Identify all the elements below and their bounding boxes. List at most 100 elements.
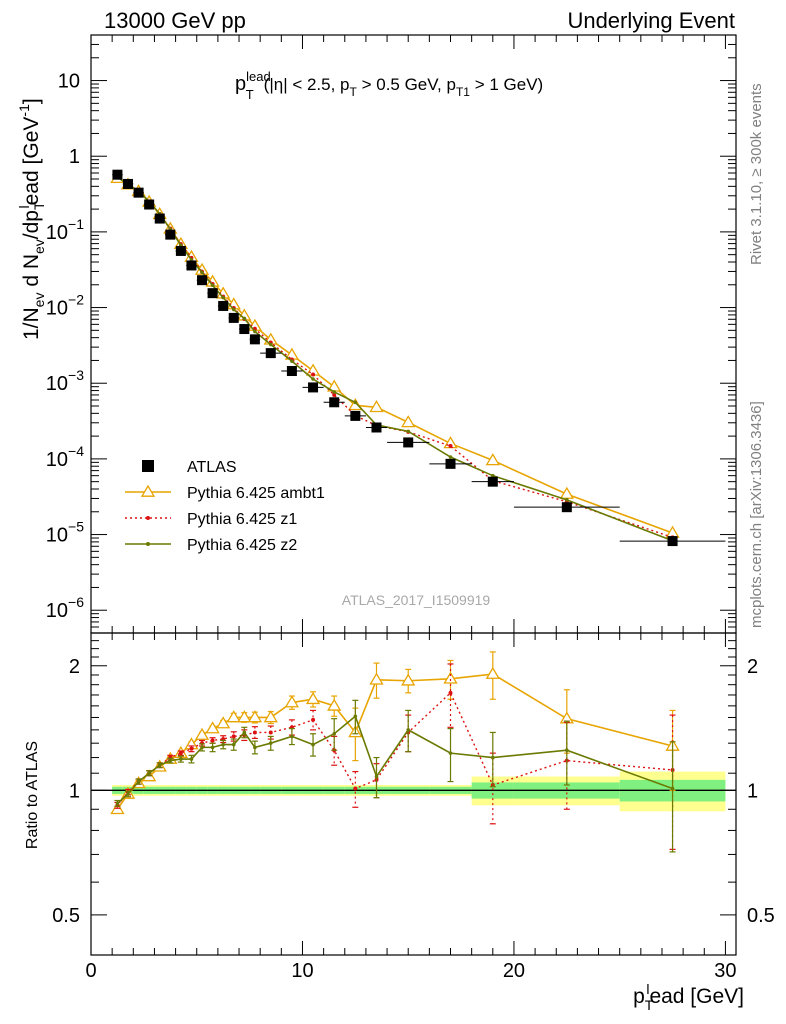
z2-ratio-point: [200, 745, 204, 750]
z2-main-point: [332, 390, 336, 394]
z1-main-point: [448, 444, 453, 449]
z1-ratio-point: [189, 746, 194, 751]
z2-main-point: [311, 377, 315, 381]
atlas-point: [403, 437, 414, 448]
atlas-point: [445, 458, 456, 469]
z1-ratio-point: [448, 690, 453, 695]
z2-ratio-point: [374, 774, 379, 779]
legend-z1-label: Pythia 6.425 z1: [187, 511, 297, 528]
atlas-point: [186, 260, 197, 271]
atlas-point: [123, 178, 134, 189]
z1-ratio-point: [252, 730, 257, 735]
z2-main-point: [491, 473, 495, 478]
z2-ratio-point: [147, 771, 151, 776]
y-tick-label: 10−4: [46, 443, 84, 471]
ambt1-ratio-point: [369, 672, 384, 685]
atlas-point: [286, 366, 297, 377]
ratio-y-tick-label-right: 2: [747, 656, 758, 678]
x-tick-label: 0: [85, 960, 96, 982]
legend-ambt1-marker: [140, 484, 156, 497]
z1-ratio-point: [353, 786, 358, 791]
ratio-bands: [112, 771, 726, 812]
z2-main-point: [565, 498, 569, 502]
legend-atlas-marker: [142, 460, 154, 472]
atlas-point: [239, 324, 250, 335]
z1-main-point: [311, 372, 316, 377]
z2-ratio-point: [491, 755, 495, 760]
y-tick-label: 10−2: [46, 292, 84, 320]
atlas-point: [487, 476, 498, 487]
rivet-label: Rivet 3.1.10, ≥ 300k events: [748, 83, 765, 265]
y-tick-label: 10: [58, 71, 80, 93]
atlas-point: [197, 275, 208, 286]
z2-main-point: [253, 329, 257, 334]
ambt1-main-line: [117, 177, 673, 534]
ambt1-ratio-point: [194, 727, 210, 740]
atlas-point: [561, 502, 572, 513]
z2-ratio-point: [115, 801, 120, 806]
atlas-point: [350, 410, 361, 421]
ambt1-ratio-point: [205, 721, 220, 734]
ratio-series: [110, 651, 680, 853]
z2-main-point: [268, 342, 273, 347]
z2-ratio-point: [290, 734, 294, 739]
z2-ratio-point: [189, 757, 194, 761]
z2-ratio-point: [353, 714, 358, 719]
z2-main-point: [210, 283, 215, 288]
z1-main-line: [117, 176, 673, 539]
z2-ratio-point: [221, 742, 225, 747]
ambt1-main-point: [559, 486, 574, 499]
ambt1-ratio-point: [247, 710, 263, 723]
z1-ratio-point: [268, 730, 273, 735]
atlas-point: [165, 229, 176, 240]
z2-main-point: [353, 400, 358, 405]
z2-ratio-point: [448, 751, 453, 755]
main-y-label: 1/Nev d Nev/dpTlead [GeV-1]: [16, 98, 47, 340]
y-tick-label: 1: [69, 146, 80, 168]
z1-ratio-point: [231, 734, 236, 739]
ambt1-ratio-point: [237, 710, 252, 723]
z1-ratio-point: [178, 751, 183, 756]
x-tick-label: 20: [503, 960, 525, 982]
ratio-y-tick-label-left: 2: [69, 656, 80, 678]
ratio-y-tick-label-right: 1: [747, 780, 758, 802]
legend-z1-marker: [146, 516, 150, 520]
z2-ratio-point: [126, 792, 130, 796]
mcplots-label: mcplots.cern.ch [arXiv:1306.3436]: [748, 401, 765, 628]
z2-ratio-point: [157, 763, 162, 768]
z1-main-point: [332, 392, 337, 397]
z2-main-point: [290, 359, 294, 363]
z2-ratio-point: [168, 758, 173, 763]
ambt1-ratio-point: [327, 698, 342, 711]
z2-main-point: [406, 429, 411, 434]
selection-annotation: plead T(|η| < 2.5, pT > 0.5 GeV, pT1 > 1 …: [235, 69, 543, 102]
z2-ratio-point: [231, 742, 236, 747]
ambt1-ratio-point: [485, 666, 500, 679]
legend-atlas-label: ATLAS: [187, 459, 237, 476]
x-tick-label: 10: [291, 960, 313, 982]
atlas-point: [329, 397, 340, 408]
legend-z2-label: Pythia 6.425 z2: [187, 537, 297, 554]
ambt1-ratio-point: [443, 671, 458, 684]
ambt1-main-point: [369, 399, 384, 413]
ambt1-ratio-point: [284, 695, 300, 708]
atlas-point: [133, 187, 144, 198]
legend-ambt1-label: Pythia 6.425 ambt1: [187, 485, 325, 502]
z2-main-point: [200, 270, 204, 275]
atlas-point: [144, 199, 155, 210]
header-right: Underlying Event: [567, 8, 735, 33]
legend-z2-marker: [146, 542, 150, 546]
ambt1-ratio-point: [401, 673, 416, 686]
atlas-point: [667, 536, 678, 547]
ratio-y-tick-label-left: 0.5: [52, 905, 80, 927]
atlas-point: [218, 300, 229, 311]
atlas-point: [371, 422, 382, 433]
z2-ratio-point: [210, 745, 215, 750]
z2-ratio-point: [268, 741, 273, 745]
ambt1-ratio-point: [263, 710, 278, 723]
analysis-watermark: ATLAS_2017_I1509919: [342, 592, 491, 608]
main-series: [110, 169, 726, 547]
y-tick-label: 10−1: [46, 216, 84, 244]
z2-ratio-point: [253, 745, 257, 750]
